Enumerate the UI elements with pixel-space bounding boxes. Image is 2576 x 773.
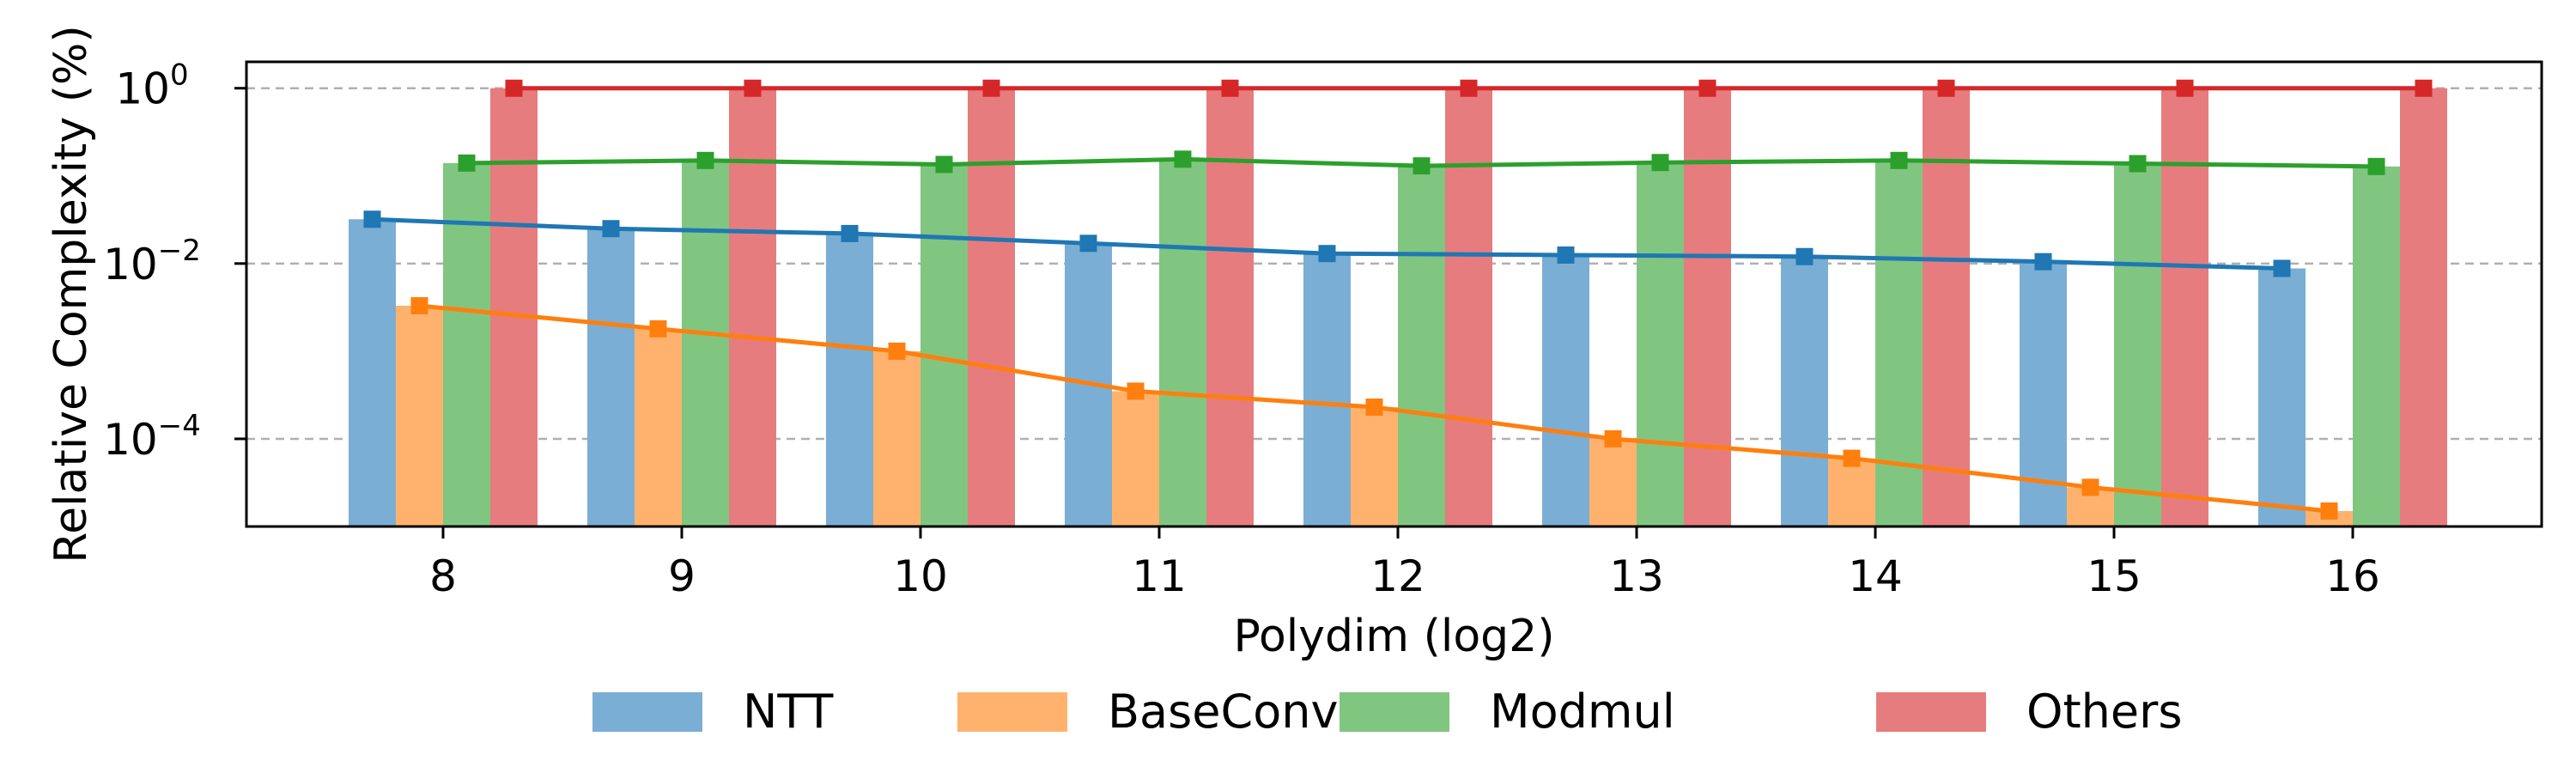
point-modmul [2367,157,2385,175]
legend-swatch-modmul [1340,692,1449,732]
legend-label-ntt: NTT [743,685,834,739]
bar-others [968,88,1015,527]
point-ntt [363,210,381,228]
bar-ntt [2020,261,2067,526]
x-tick-label: 14 [1848,551,1903,601]
point-baseconv [1365,399,1383,417]
x-tick-label: 12 [1370,551,1425,601]
bar-baseconv [635,328,682,526]
point-others [982,79,1000,97]
point-modmul [1890,151,1908,169]
x-tick-label: 11 [1132,551,1187,601]
legend-label-others: Others [2026,685,2182,739]
point-others [2415,79,2433,97]
y-tick-label: 100 [115,58,188,114]
bar-baseconv [396,305,443,526]
point-modmul [1174,150,1192,168]
bar-baseconv [1589,438,1637,526]
y-tick-label: 10−4 [103,409,201,465]
point-ntt [1557,246,1575,264]
legend-label-baseconv: BaseConv [1108,685,1338,739]
x-tick-label: 15 [2087,551,2142,601]
legend-label-modmul: Modmul [1490,685,1675,739]
point-baseconv [1604,429,1622,447]
bar-modmul [682,160,729,526]
bar-baseconv [1112,391,1159,526]
point-ntt [1079,234,1097,253]
bar-baseconv [873,350,920,526]
bar-ntt [349,219,396,527]
point-others [1221,79,1239,97]
bar-ntt [1781,256,1828,526]
x-tick-label: 16 [2325,551,2380,601]
bars [349,88,2447,527]
series-lines [363,79,2433,520]
point-baseconv [1843,449,1861,467]
legend-swatch-others [1876,692,1986,732]
bar-baseconv [1828,458,1875,526]
bar-ntt [1542,254,1589,526]
bar-others [1684,88,1731,527]
point-ntt [841,224,859,242]
point-baseconv [2320,502,2338,520]
point-others [1698,79,1716,97]
point-ntt [2273,259,2291,277]
bar-others [2161,88,2208,527]
y-axis-label: Relative Complexity (%) [46,25,97,563]
point-baseconv [888,342,906,360]
point-modmul [935,155,953,173]
y-tick-label: 10−2 [103,234,201,289]
legend-swatch-ntt [592,692,702,732]
point-modmul [458,154,476,172]
bar-modmul [443,162,490,526]
point-modmul [696,151,714,169]
x-axis-ticks: 8 9 10 11 12 13 14 15 16 [429,526,2380,601]
point-modmul [1413,157,1431,175]
x-tick-label: 10 [893,551,948,601]
x-tick-label: 13 [1609,551,1664,601]
bar-others [729,88,776,527]
bar-modmul [2114,163,2161,526]
point-others [1460,79,1478,97]
point-baseconv [649,320,667,338]
legend: NTT BaseConv Modmul Others [592,685,2182,739]
point-others [744,79,762,97]
bar-others [2400,88,2447,527]
bar-modmul [1159,159,1206,526]
y-axis-ticks: 100 10−2 10−4 [103,58,246,465]
bar-others [1923,88,1970,527]
plot-area-frame [245,60,2543,528]
bar-baseconv [1351,407,1398,526]
point-baseconv [2081,478,2099,496]
bar-others [1206,88,1254,527]
x-tick-label: 9 [668,551,696,601]
bar-ntt [1303,253,1351,526]
bar-modmul [1875,160,1923,526]
point-baseconv [1127,382,1145,400]
point-others [2176,79,2194,97]
point-others [1937,79,1955,97]
bar-others [1445,88,1492,527]
bar-others [490,88,538,527]
point-modmul [1651,154,1669,172]
bar-ntt [2258,268,2306,526]
point-modmul [2129,155,2147,173]
point-ntt [1318,245,1336,263]
point-ntt [1795,247,1814,265]
point-ntt [602,220,620,238]
legend-swatch-baseconv [957,692,1067,732]
bar-modmul [1398,166,1445,527]
bar-ntt [587,228,635,526]
bar-modmul [1637,162,1684,526]
point-ntt [2034,253,2052,271]
bar-modmul [2353,166,2400,526]
bar-ntt [826,233,873,526]
x-axis-label: Polydim (log2) [1233,611,1554,662]
point-others [505,79,523,97]
bar-modmul [920,164,968,527]
x-tick-label: 8 [429,551,457,601]
point-baseconv [410,296,428,314]
